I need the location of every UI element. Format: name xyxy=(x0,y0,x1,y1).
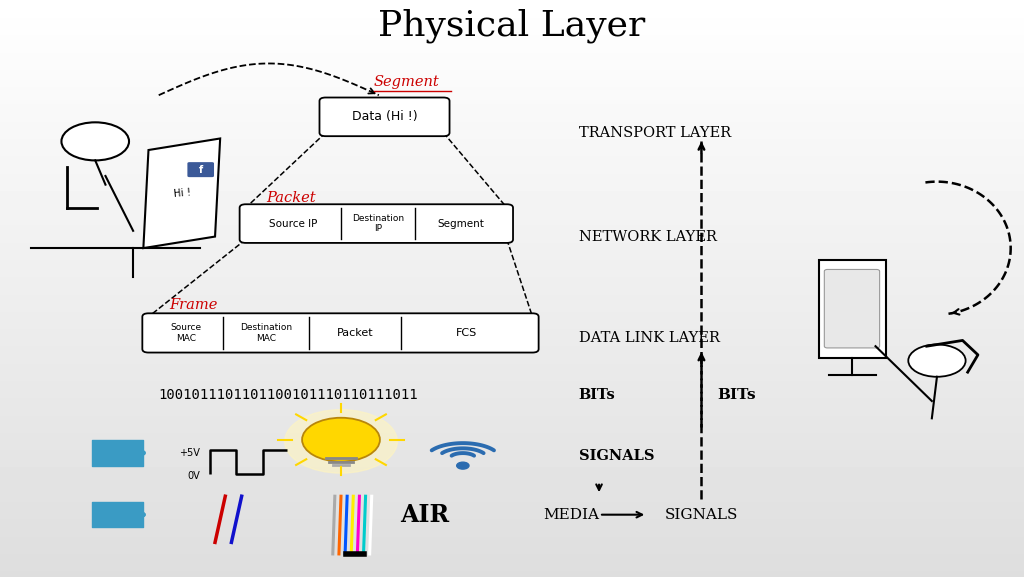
FancyBboxPatch shape xyxy=(142,313,539,353)
Text: TRANSPORT LAYER: TRANSPORT LAYER xyxy=(579,126,731,140)
Circle shape xyxy=(285,410,397,473)
Text: BITs: BITs xyxy=(717,388,756,402)
Text: SIGNALS: SIGNALS xyxy=(665,508,738,522)
Text: Hi !: Hi ! xyxy=(173,188,191,199)
FancyBboxPatch shape xyxy=(824,269,880,348)
Text: f: f xyxy=(199,164,203,175)
Text: +5V: +5V xyxy=(179,448,200,458)
Text: FCS: FCS xyxy=(457,328,477,338)
FancyBboxPatch shape xyxy=(240,204,513,243)
Circle shape xyxy=(302,418,380,462)
Text: Source IP: Source IP xyxy=(269,219,317,228)
Text: 0V: 0V xyxy=(187,471,200,481)
Circle shape xyxy=(61,122,129,160)
Text: Destination
IP: Destination IP xyxy=(352,214,403,233)
Text: Segment: Segment xyxy=(437,219,484,228)
Text: AIR: AIR xyxy=(400,503,450,527)
Text: Destination
MAC: Destination MAC xyxy=(241,323,292,343)
FancyBboxPatch shape xyxy=(187,162,214,177)
Text: NETWORK LAYER: NETWORK LAYER xyxy=(579,230,717,243)
Text: DATA LINK LAYER: DATA LINK LAYER xyxy=(579,331,720,344)
Text: MEDIA: MEDIA xyxy=(544,508,599,522)
Text: Segment: Segment xyxy=(374,76,439,89)
Text: Packet: Packet xyxy=(266,191,315,205)
Text: Data (Hi !): Data (Hi !) xyxy=(351,110,418,123)
Text: Packet: Packet xyxy=(337,328,374,338)
Text: Frame: Frame xyxy=(169,298,217,312)
FancyBboxPatch shape xyxy=(319,98,450,136)
Polygon shape xyxy=(819,260,886,358)
Text: BITs: BITs xyxy=(579,388,615,402)
Text: Source
MAC: Source MAC xyxy=(170,323,202,343)
Text: 1001011101101100101110110111011: 1001011101101100101110110111011 xyxy=(159,388,419,402)
Text: Physical Layer: Physical Layer xyxy=(379,9,645,43)
Polygon shape xyxy=(143,138,220,248)
Text: SIGNALS: SIGNALS xyxy=(579,449,654,463)
Circle shape xyxy=(457,462,469,469)
Circle shape xyxy=(908,344,966,377)
